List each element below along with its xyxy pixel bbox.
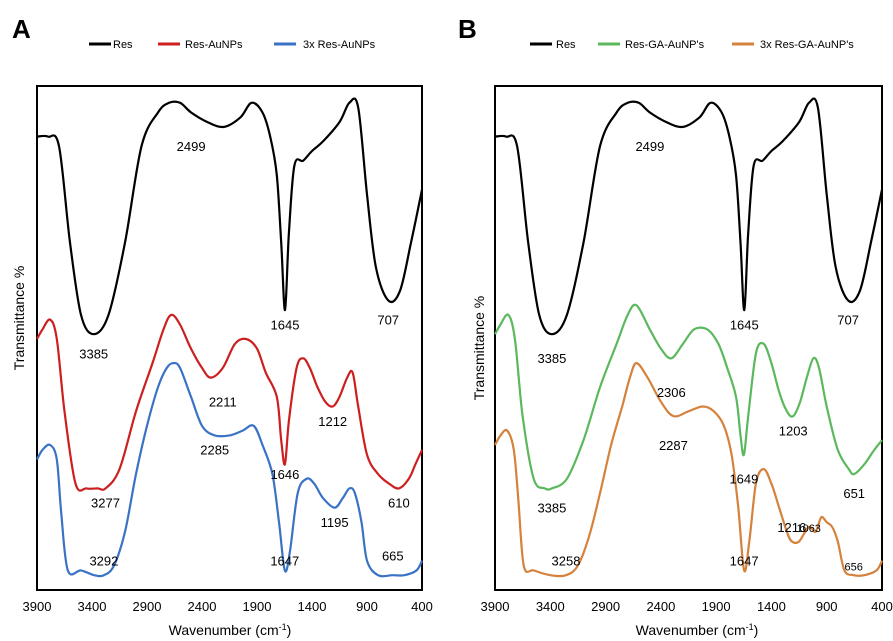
x-tick-labels: 3900 3400 2900 2400 1900 1400 900 400 <box>481 599 893 614</box>
x-tick-label: 2400 <box>646 599 675 614</box>
peak-label: 1646 <box>270 467 299 482</box>
x-tick-label: 400 <box>411 599 433 614</box>
peak-label: 2285 <box>200 443 229 458</box>
peak-label: 665 <box>382 549 404 564</box>
peak-label: 3385 <box>537 351 566 366</box>
peak-label: 1647 <box>270 554 299 569</box>
x-tick-labels: 3900 3400 2900 2400 1900 1400 900 400 <box>23 599 433 614</box>
panel-a: A Res Res-AuNPs 3x Res-AuNPs 3385 2499 1645 7… <box>11 14 433 638</box>
x-tick-label: 1900 <box>702 599 731 614</box>
peak-label: 3277 <box>91 496 120 511</box>
annotation-group: 3385 2499 1645 707 3277 2211 1646 1212 610 2285 32… <box>79 139 410 569</box>
peak-label: 3292 <box>89 554 118 569</box>
peak-label: 2287 <box>659 438 688 453</box>
peak-label: 651 <box>843 486 865 501</box>
x-tick-label: 900 <box>816 599 838 614</box>
series-line-1 <box>494 97 884 336</box>
legend-entry: Res-AuNPs <box>185 39 243 51</box>
peak-label: 707 <box>377 313 399 328</box>
peak-label: 1216 <box>777 520 806 535</box>
peak-label: 707 <box>837 313 859 328</box>
x-tick-label: 2900 <box>133 599 162 614</box>
peak-label: 3258 <box>552 554 581 569</box>
x-axis-label: Wavenumber (cm-1) <box>169 622 292 638</box>
series-line-3 <box>36 361 423 578</box>
legend-entry: 3x Res-AuNPs <box>303 39 376 51</box>
peak-label: 2499 <box>635 139 664 154</box>
series-line-1 <box>36 97 424 336</box>
peak-label: 3385 <box>537 501 566 516</box>
legend-entry: Res <box>556 39 576 51</box>
x-tick-label: 900 <box>356 599 378 614</box>
series-line-2 <box>36 313 423 492</box>
peak-label: 1649 <box>729 472 758 487</box>
peak-label: 1203 <box>779 423 808 438</box>
peak-label: 1645 <box>271 317 300 332</box>
x-tick-label: 1900 <box>243 599 272 614</box>
x-tick-label: 1400 <box>298 599 327 614</box>
y-axis-label: Transmittance % <box>11 266 27 371</box>
x-axis-label: Wavenumber (cm-1) <box>636 622 759 638</box>
peak-label: 2306 <box>657 385 686 400</box>
annotation-group: 2499 3385 1645 707 2306 1649 1203 651 3385 2287 12… <box>537 139 865 573</box>
peak-label: 1212 <box>318 414 347 429</box>
peak-label: 2211 <box>209 395 237 410</box>
peak-label: 1647 <box>730 554 759 569</box>
plot-frame <box>494 85 883 591</box>
x-tick-label: 400 <box>871 599 893 614</box>
series-line-3 <box>494 362 883 578</box>
panel-letter: B <box>458 14 477 44</box>
peak-label: 3385 <box>79 346 108 361</box>
x-tick-label: 3400 <box>536 599 565 614</box>
panel-b: B Res Res-GA-AuNP's 3x Res-GA-AuNP's 2499 3… <box>458 14 893 638</box>
series-group <box>494 97 884 578</box>
series-line-2 <box>494 303 883 491</box>
legend: Res Res-AuNPs 3x Res-AuNPs <box>89 39 376 51</box>
x-tick-label: 1400 <box>757 599 786 614</box>
legend-entry: Res <box>113 39 133 51</box>
x-tick-label: 3900 <box>23 599 52 614</box>
peak-label: 2499 <box>177 139 206 154</box>
panel-letter: A <box>12 14 31 44</box>
y-axis-label: Transmittance % <box>471 296 487 401</box>
legend-entry: Res-GA-AuNP's <box>625 39 705 51</box>
x-tick-label: 2900 <box>591 599 620 614</box>
peak-label: 1195 <box>321 515 349 530</box>
legend-entry: 3x Res-GA-AuNP's <box>760 39 854 51</box>
x-tick-label: 3900 <box>481 599 510 614</box>
x-tick-label: 2400 <box>188 599 217 614</box>
peak-label: 1645 <box>730 317 759 332</box>
peak-label: 610 <box>388 496 410 511</box>
peak-label: 656 <box>845 561 863 573</box>
legend: Res Res-GA-AuNP's 3x Res-GA-AuNP's <box>530 39 854 51</box>
series-group <box>36 97 424 578</box>
x-tick-label: 3400 <box>78 599 107 614</box>
peak-label: 1063 <box>796 523 820 535</box>
